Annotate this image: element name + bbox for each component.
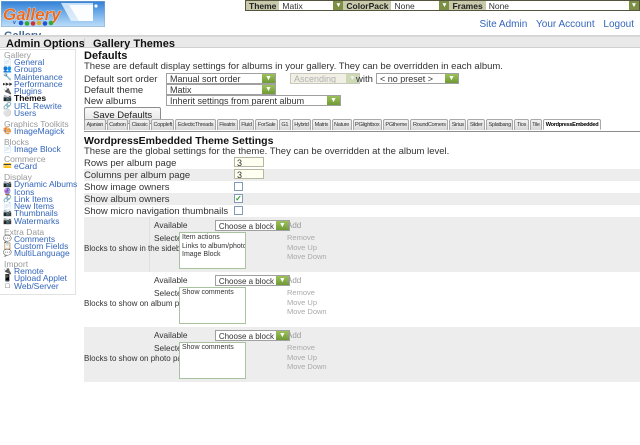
svg-text:Gallery: Gallery <box>3 5 62 24</box>
svg-text:v: v <box>13 20 16 26</box>
